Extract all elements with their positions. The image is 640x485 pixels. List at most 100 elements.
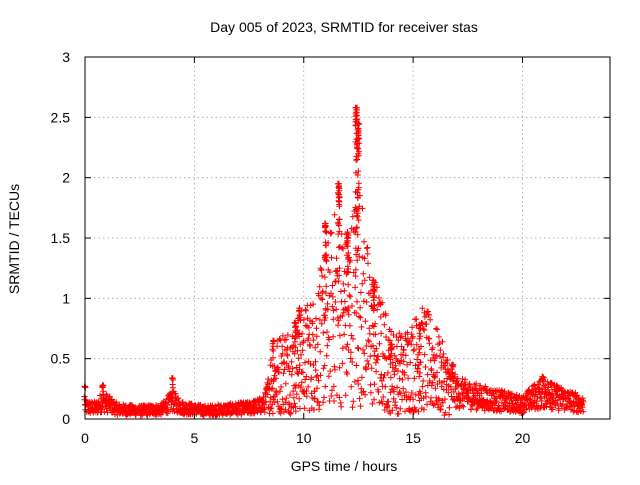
data-point [314,385,320,392]
data-point [371,302,378,308]
data-point [322,252,329,259]
data-point [406,338,413,345]
data-point [450,378,456,385]
data-point [321,312,328,319]
data-point [311,395,318,402]
data-point [292,319,298,326]
data-point [394,384,401,391]
data-point [363,343,370,349]
data-point [292,344,299,351]
data-point [380,374,387,381]
y-axis-label: SRMTID / TECUs [6,184,22,294]
data-point [339,312,346,319]
data-point [361,255,368,262]
data-point [395,410,402,417]
data-point [440,351,447,357]
data-point [345,311,352,318]
data-point [428,394,434,401]
data-point [349,303,355,309]
data-point [403,389,409,396]
data-point [352,266,359,273]
data-point [356,313,363,320]
data-point [333,268,340,275]
data-point [323,228,330,235]
data-point [417,390,424,397]
data-point [480,396,487,403]
data-point [330,316,337,323]
data-point [329,282,336,289]
data-point [303,388,310,394]
data-point [526,386,533,393]
data-point [400,385,407,392]
data-point [354,231,361,238]
data-point [398,343,405,350]
data-point [528,404,535,411]
data-point [280,370,287,377]
data-point [296,395,303,402]
data-point [265,376,272,382]
data-point [307,343,314,349]
data-point [416,321,423,328]
data-point [353,362,360,369]
data-point [269,410,276,417]
data-point [363,299,370,305]
data-point [297,384,304,391]
data-point [376,340,383,347]
data-point [296,305,303,311]
data-point [323,257,330,264]
data-point [346,322,353,329]
data-point [344,269,351,275]
data-point [104,392,111,399]
data-point [279,396,286,403]
data-point [330,333,337,340]
data-point [372,359,379,366]
data-point [269,385,276,392]
data-point [300,316,307,323]
data-point [359,280,366,287]
data-point [317,372,324,379]
data-point [391,388,397,395]
data-point [81,393,88,400]
data-point [169,381,176,388]
data-point [400,358,407,365]
data-point [372,320,379,327]
data-point [100,388,107,395]
data-point [270,343,277,350]
data-point [388,341,395,348]
data-point [348,332,355,339]
data-point [387,374,394,381]
data-point [402,352,409,359]
data-point [335,231,342,238]
data-point [356,140,363,147]
y-tick-label: 0.5 [51,351,71,367]
data-point [313,333,320,340]
y-tick-label: 1 [62,290,70,306]
data-point [303,393,310,400]
data-point [298,351,304,358]
data-point [330,383,337,390]
x-tick-label: 5 [190,430,198,446]
data-point [334,219,341,226]
data-point [272,375,279,382]
data-point [295,331,302,338]
data-point [323,251,330,258]
data-point [360,270,367,277]
data-point [336,265,343,272]
data-point [270,393,277,400]
data-point [345,304,352,311]
data-point [358,324,365,330]
data-point [404,329,411,336]
data-point [390,395,397,402]
x-tick-label: 20 [515,430,531,446]
data-point [396,330,403,337]
data-point [321,394,328,401]
data-point [357,289,364,296]
data-point [344,243,351,250]
data-point [332,299,339,305]
data-point [370,297,377,304]
data-point [446,411,453,418]
data-point [378,330,385,337]
data-point [334,314,341,321]
